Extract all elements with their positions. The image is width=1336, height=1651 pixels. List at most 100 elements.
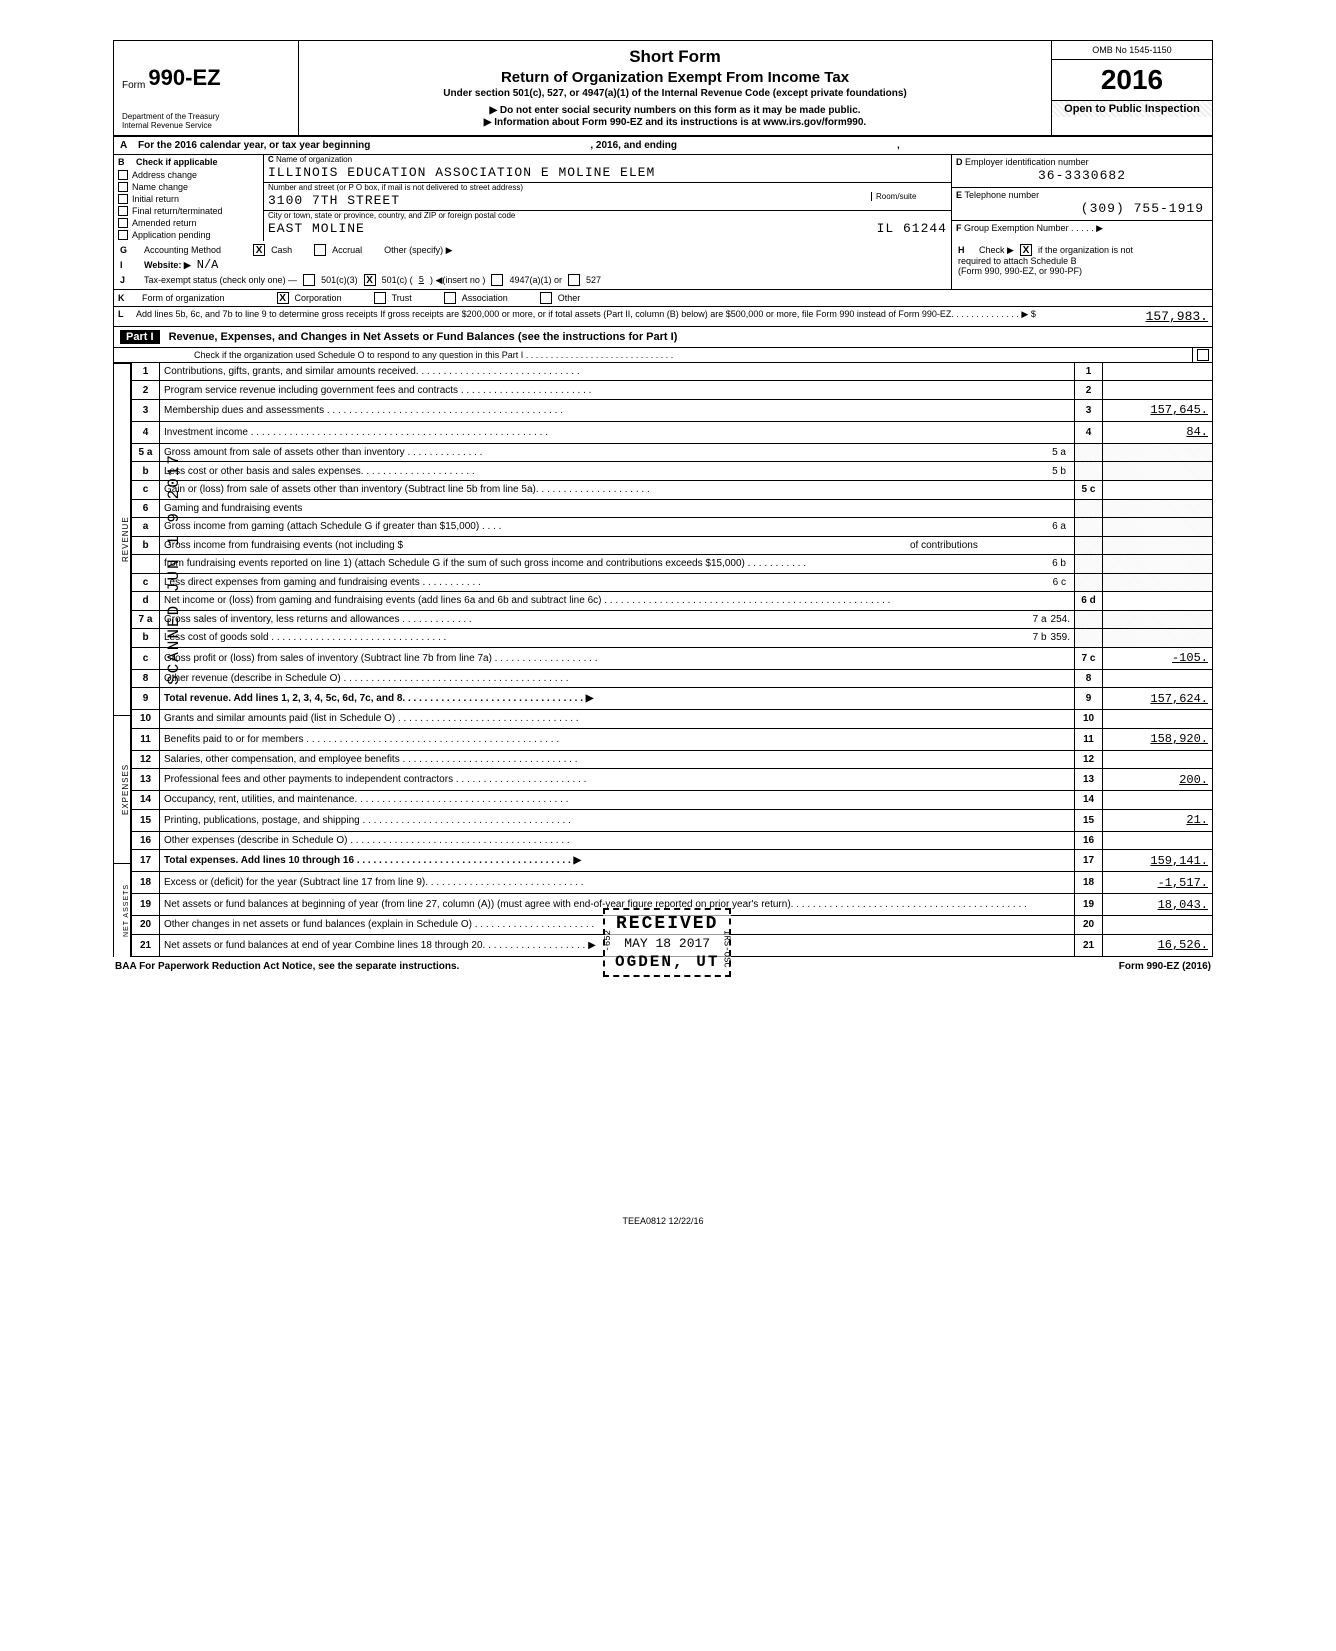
checkbox[interactable] [118,206,128,216]
4947-label: 4947(a)(1) or [509,275,562,285]
label-g: G [120,245,138,255]
label-h: H [958,245,965,255]
header-center: Short Form Return of Organization Exempt… [299,41,1052,135]
row-l-text: Add lines 5b, 6c, and 7b to line 9 to de… [136,309,1098,324]
row-k: K Form of organization X Corporation Tru… [113,290,1213,307]
corp-label: Corporation [295,293,342,303]
name-label: Name of organization [276,155,352,164]
part-i-title: Revenue, Expenses, and Changes in Net As… [169,331,678,343]
other-org-checkbox[interactable] [540,292,552,304]
527-label: 527 [586,275,601,285]
website-label: Website: ▶ [144,260,191,271]
row-l: L Add lines 5b, 6c, and 7b to line 9 to … [113,307,1213,327]
page-footer: BAA For Paperwork Reduction Act Notice, … [113,957,1213,976]
form-prefix: Form [122,80,145,91]
501c3-label: 501(c)(3) [321,275,358,285]
checkbox-label: Initial return [132,194,179,204]
section-bcdef: BCheck if applicable Address changeName … [113,155,1213,241]
501c-label-c: ) ◀(insert no ) [430,275,485,286]
lines-table: 1Contributions, gifts, grants, and simil… [131,363,1213,957]
501c3-checkbox[interactable] [303,274,315,286]
scanned-stamp: SCANNED JUN 1 9 2017 [165,453,183,685]
schedule-b-checkbox[interactable]: X [1020,244,1032,256]
side-revenue: REVENUE [113,363,131,715]
checkbox[interactable] [118,194,128,204]
row-b-header: Check if applicable [136,157,218,167]
501c-number: 5 [419,275,424,285]
assoc-label: Association [462,293,508,303]
form-page: SCANNED JUN 1 9 2017 Form 990-EZ Departm… [113,40,1213,1226]
header-right: OMB No 1545-1150 2016 Open to Public Ins… [1052,41,1212,135]
corp-checkbox[interactable]: X [277,292,289,304]
addr-label: Number and street (or P O box, if mail i… [264,183,865,192]
phone-value: (309) 755-1919 [956,200,1208,218]
assoc-checkbox[interactable] [444,292,456,304]
row-a-end: , [897,140,900,151]
h-text4: (Form 990, 990-EZ, or 990-PF) [958,266,1206,276]
row-a-mid: , 2016, and ending [590,140,677,151]
ein-value: 36-3330682 [956,167,1208,185]
check-line: Check if the organization used Schedule … [194,350,673,360]
checkbox-label: Final return/terminated [132,206,223,216]
h-text2: if the organization is not [1038,245,1133,255]
checkbox-label: Application pending [132,230,211,240]
form-header: Form 990-EZ Department of the Treasury I… [113,40,1213,137]
accrual-label: Accrual [332,245,362,255]
501c-label-a: 501(c) ( [382,275,413,285]
open-public: Open to Public Inspection [1052,101,1212,117]
checkbox-label: Name change [132,182,188,192]
form-org-label: Form of organization [142,293,225,303]
527-checkbox[interactable] [568,274,580,286]
footer-left: BAA For Paperwork Reduction Act Notice, … [115,961,459,972]
group-exemption: Group Exemption Number . . . . . ▶ [964,223,1103,233]
label-i: I [120,260,138,270]
org-name: ILLINOIS EDUCATION ASSOCIATION E MOLINE … [264,164,951,183]
row-a-text: For the 2016 calendar year, or tax year … [138,140,370,151]
label-k: K [118,293,136,303]
label-j: J [120,275,138,285]
label-e: E [956,190,962,200]
city-value: EAST MOLINE [268,221,365,236]
label-f: F [956,223,962,233]
cash-checkbox[interactable]: X [253,244,265,256]
checkbox[interactable] [118,170,128,180]
other-org-label: Other [558,293,581,303]
label-a: A [120,140,138,151]
checkbox-label: Address change [132,170,197,180]
schedule-o-checkbox[interactable] [1197,349,1209,361]
footer-right: Form 990-EZ (2016) [1119,961,1211,972]
checkbox[interactable] [118,218,128,228]
501c-checkbox[interactable]: X [364,274,376,286]
dept-label: Department of the Treasury Internal Reve… [122,113,219,131]
note-info: ▶ Information about Form 990-EZ and its … [309,117,1041,128]
4947-checkbox[interactable] [491,274,503,286]
h-text3: required to attach Schedule B [958,256,1206,266]
other-method-label: Other (specify) ▶ [384,245,452,256]
footer-code: TEEA0812 12/22/16 [113,1216,1213,1226]
checkbox[interactable] [118,182,128,192]
label-c: C [268,155,274,164]
col-c: C Name of organization ILLINOIS EDUCATIO… [264,155,952,241]
col-def: D Employer identification number 36-3330… [952,155,1212,241]
side-expenses: EXPENSES [113,715,131,863]
city-label: City or town, state or province, country… [264,211,951,220]
side-assets: NET ASSETS [113,863,131,957]
ein-label: Employer identification number [965,157,1089,167]
trust-label: Trust [392,293,412,303]
tax-status-label: Tax-exempt status (check only one) — [144,275,297,285]
checkbox-label: Amended return [132,218,197,228]
header-left: Form 990-EZ Department of the Treasury I… [114,41,299,135]
part-i-badge: Part I [120,330,160,344]
state-zip: IL 61244 [877,221,947,236]
omb-number: OMB No 1545-1150 [1052,41,1212,60]
subtitle: Under section 501(c), 527, or 4947(a)(1)… [309,88,1041,99]
gross-receipts: 157,983. [1098,309,1208,324]
accrual-checkbox[interactable] [314,244,326,256]
checkbox[interactable] [118,230,128,240]
lines-wrapper: REVENUE EXPENSES NET ASSETS 1Contributio… [113,363,1213,957]
label-l: L [118,309,136,324]
h-text1: Check ▶ [979,245,1014,256]
trust-checkbox[interactable] [374,292,386,304]
title-short-form: Short Form [309,47,1041,67]
room-label: Room/suite [872,192,951,201]
